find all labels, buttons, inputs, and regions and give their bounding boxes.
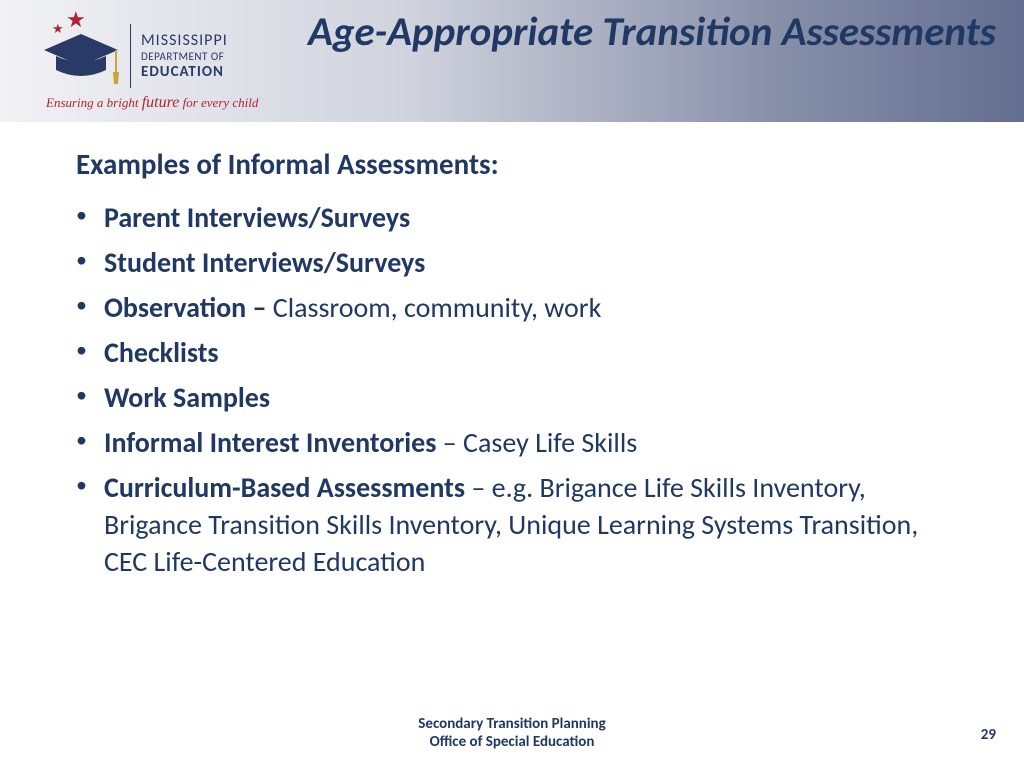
list-item: Observation – Classroom, community, work: [104, 290, 964, 327]
logo-tagline: Ensuring a bright future for every child: [46, 94, 258, 112]
list-item: Informal Interest Inventories – Casey Li…: [104, 425, 964, 462]
list-item: Checklists: [104, 335, 964, 372]
content-subhead: Examples of Informal Assessments:: [76, 146, 964, 182]
list-item: Curriculum-Based Assessments – e.g. Brig…: [104, 470, 964, 581]
list-item: Student Interviews/Surveys: [104, 245, 964, 282]
logo-text: MISSISSIPPI DEPARTMENT OF EDUCATION: [130, 24, 228, 88]
header-band: ★ ★ MISSISSIPPI DEPARTMENT OF EDUCATION …: [0, 0, 1024, 122]
logo-area: ★ ★ MISSISSIPPI DEPARTMENT OF EDUCATION …: [40, 8, 290, 116]
bullet-list: Parent Interviews/Surveys Student Interv…: [76, 200, 964, 581]
slide-title: Age-Appropriate Transition Assessments: [300, 8, 1004, 56]
logo-line-1: MISSISSIPPI: [141, 31, 228, 50]
content-area: Examples of Informal Assessments: Parent…: [0, 122, 1024, 581]
logo-line-3: EDUCATION: [141, 63, 228, 81]
list-item: Work Samples: [104, 380, 964, 417]
footer: Secondary Transition Planning Office of …: [0, 715, 1024, 753]
footer-line-2: Office of Special Education: [0, 733, 1024, 752]
logo-line-2: DEPARTMENT OF: [141, 50, 228, 63]
list-item: Parent Interviews/Surveys: [104, 200, 964, 237]
page-number: 29: [981, 726, 996, 744]
graduation-cap-icon: [40, 28, 122, 86]
footer-line-1: Secondary Transition Planning: [0, 715, 1024, 734]
